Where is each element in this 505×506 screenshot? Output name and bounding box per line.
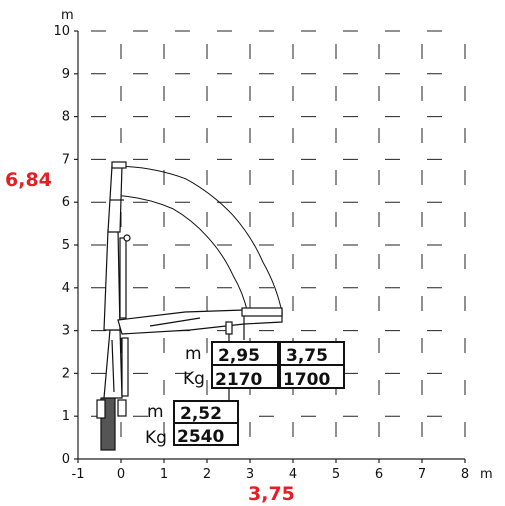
max-height-label: 6,84 <box>5 169 52 191</box>
x-tick-label: 8 <box>461 467 469 482</box>
y-tick-label: 8 <box>62 110 70 125</box>
x-tick-label: 3 <box>246 467 254 482</box>
y-tick-label: 7 <box>62 152 70 167</box>
box-load-value: 1700 <box>283 370 330 390</box>
y-tick-label: 2 <box>62 366 70 381</box>
box-load-unit: Kg <box>183 369 205 389</box>
y-tick-label: 4 <box>62 281 70 296</box>
y-tick-label: 1 <box>62 409 70 424</box>
crane-inner-boom <box>103 229 131 331</box>
y-tick-label: 10 <box>53 24 70 39</box>
y-tick-label: 9 <box>62 67 70 82</box>
x-tick-label: 7 <box>418 467 426 482</box>
reach-arc-2 <box>120 195 249 314</box>
x-unit-label: m <box>480 467 493 482</box>
y-tick-label: 3 <box>62 324 70 339</box>
reach-arc-1 <box>120 165 283 314</box>
load-box-3-75: 3,75 1700 <box>279 341 345 390</box>
box-load-value: 2170 <box>215 370 262 390</box>
x-tick-label: 2 <box>203 467 211 482</box>
y-tick-label: 0 <box>62 452 70 467</box>
x-tick-label: 1 <box>160 467 168 482</box>
box-load-unit: Kg <box>145 428 167 448</box>
x-tick-label: -1 <box>72 467 85 482</box>
x-tick-label: 6 <box>375 467 383 482</box>
box-reach-value: 2,52 <box>180 404 222 424</box>
grid <box>78 30 466 459</box>
box-reach-unit: m <box>147 402 164 422</box>
box-reach-value: 3,75 <box>286 346 328 366</box>
reach-arcs <box>120 165 283 314</box>
crane-column <box>103 329 129 399</box>
x-tick-label: 5 <box>332 467 340 482</box>
crane-outer-boom <box>107 161 127 233</box>
y-tick-label: 6 <box>62 195 70 210</box>
x-tick-label: 0 <box>117 467 125 482</box>
box-load-value: 2540 <box>177 427 224 447</box>
y-unit-label: m <box>61 8 74 23</box>
x-tick-label: 4 <box>289 467 297 482</box>
crane-base <box>96 397 127 451</box>
load-box-2-52: m Kg 2,52 2540 <box>145 400 239 448</box>
load-box-2-95: m Kg 2,95 2170 <box>183 341 279 390</box>
box-reach-value: 2,95 <box>218 346 260 366</box>
box-reach-unit: m <box>185 344 202 364</box>
y-tick-label: 5 <box>62 238 70 253</box>
max-reach-label: 3,75 <box>248 483 295 505</box>
